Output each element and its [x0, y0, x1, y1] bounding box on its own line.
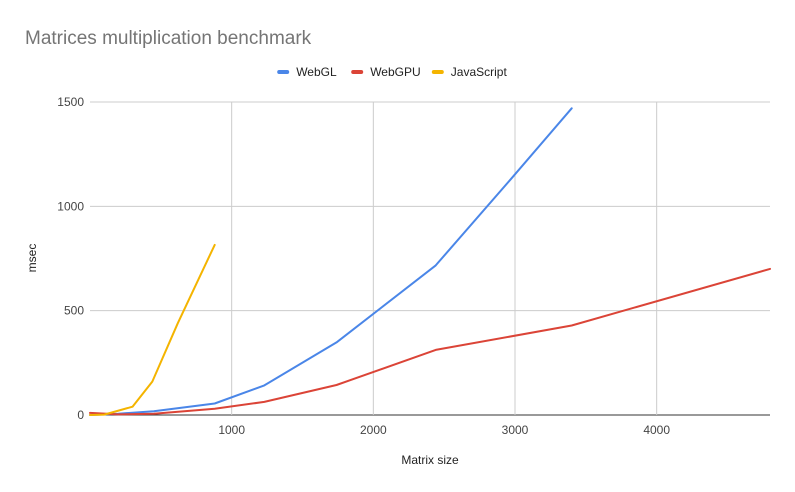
legend-label: JavaScript	[451, 65, 508, 79]
legend-label: WebGL	[296, 65, 337, 79]
legend-item-webgpu[interactable]: WebGPU	[351, 65, 421, 79]
x-axis-ticks: 1000 2000 3000 4000	[218, 423, 670, 437]
series-line-webgl	[89, 107, 573, 416]
grid-lines	[90, 101, 770, 416]
x-tick-label: 3000	[502, 423, 529, 437]
legend-swatch	[431, 70, 444, 74]
y-tick-label: 0	[77, 408, 84, 422]
legend-label: WebGPU	[370, 65, 420, 79]
series-line-javascript	[89, 243, 216, 416]
x-axis-label: Matrix size	[401, 453, 459, 467]
y-tick-label: 1000	[57, 199, 84, 213]
x-tick-label: 2000	[360, 423, 387, 437]
x-tick-label: 4000	[643, 423, 670, 437]
y-axis-ticks: 0 500 1000 1500	[57, 95, 84, 422]
series-layer	[89, 107, 771, 416]
y-tick-label: 500	[64, 304, 84, 318]
y-axis-label: msec	[25, 244, 39, 273]
series-line-webgpu	[89, 267, 771, 416]
legend-swatch	[351, 70, 364, 74]
legend-item-webgl[interactable]: WebGL	[277, 65, 337, 79]
legend-swatch	[277, 70, 290, 74]
legend: WebGL WebGPU JavaScript	[277, 65, 507, 79]
legend-item-javascript[interactable]: JavaScript	[431, 65, 508, 79]
y-tick-label: 1500	[57, 95, 84, 109]
chart-title: Matrices multiplication benchmark	[25, 28, 312, 49]
x-tick-label: 1000	[218, 423, 245, 437]
